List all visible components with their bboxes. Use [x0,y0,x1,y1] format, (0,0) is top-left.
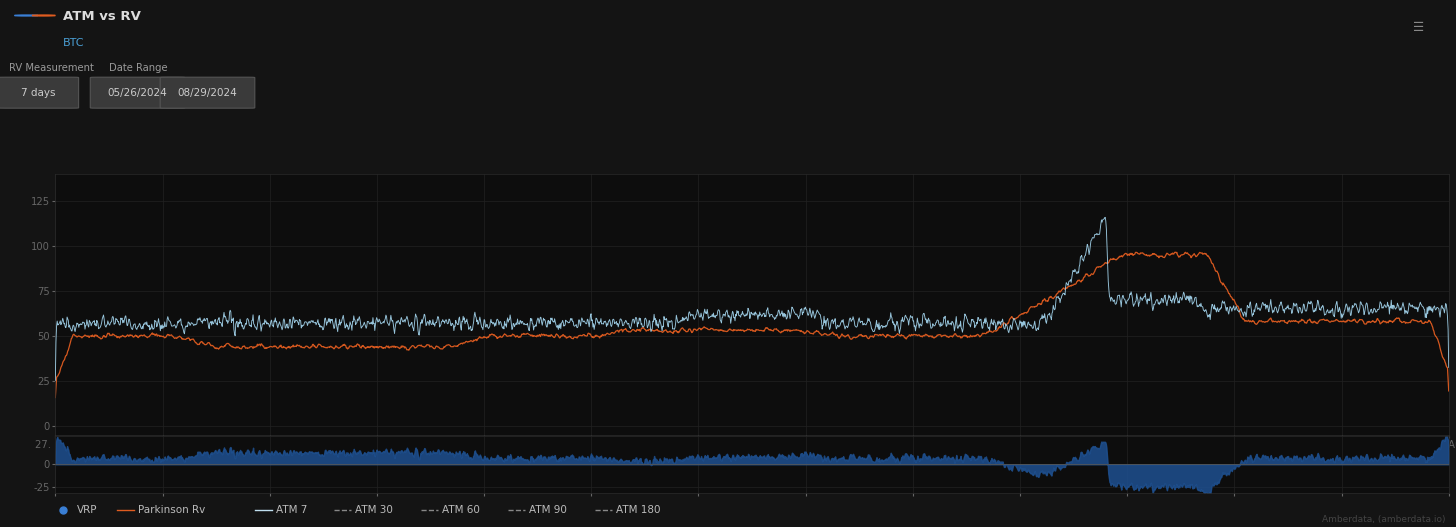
Text: ☰: ☰ [1412,21,1424,34]
FancyBboxPatch shape [160,77,255,108]
Text: 08/29/2024: 08/29/2024 [178,88,237,98]
Text: ATM 90: ATM 90 [529,505,566,515]
FancyBboxPatch shape [90,77,185,108]
Circle shape [32,15,55,16]
Text: 7 days: 7 days [22,88,55,98]
Circle shape [15,15,38,16]
Text: Parkinson Rv: Parkinson Rv [138,505,205,515]
Text: RV Measurement: RV Measurement [9,63,93,73]
Text: ATM 180: ATM 180 [616,505,661,515]
Text: ATM 60: ATM 60 [441,505,479,515]
Text: VRP: VRP [77,505,98,515]
FancyBboxPatch shape [0,77,79,108]
Text: ATM 30: ATM 30 [355,505,393,515]
Text: 05/26/2024: 05/26/2024 [108,88,167,98]
Text: ATM 7: ATM 7 [277,505,307,515]
Text: Amberdata, (amberdata.io): Amberdata, (amberdata.io) [1322,515,1446,524]
Text: BTC: BTC [63,38,84,48]
Text: Date Range: Date Range [109,63,167,73]
Text: ATM vs RV: ATM vs RV [63,10,140,23]
